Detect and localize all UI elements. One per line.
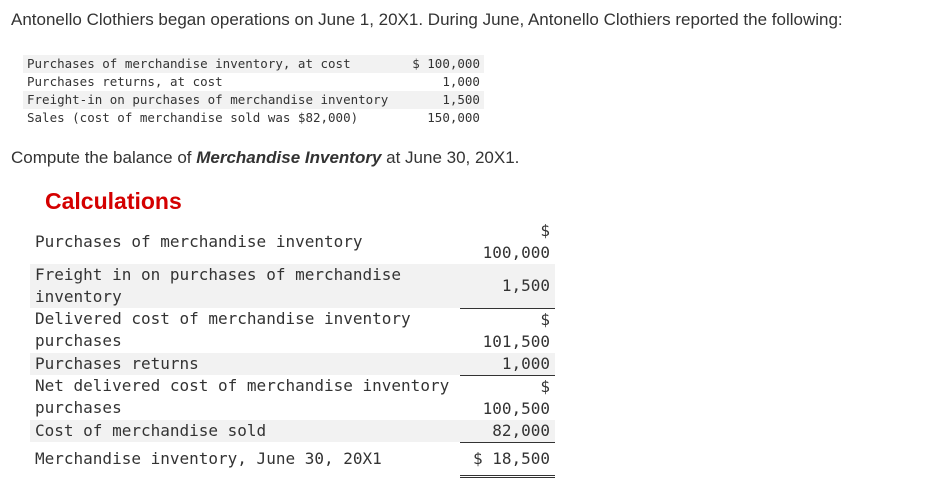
question-after: at June 30, 20X1. (381, 148, 520, 167)
given-label: Purchases of merchandise inventory, at c… (23, 55, 393, 73)
calc-amount: $ 18,500 (472, 448, 550, 468)
calc-row: Delivered cost of merchandise inventory … (30, 308, 555, 353)
calc-currency: $ (540, 221, 550, 240)
given-amount: 1,000 (442, 74, 480, 89)
calc-desc: Cost of merchandise sold (30, 419, 460, 442)
calc-amount: 1,000 (501, 353, 550, 373)
calc-amount: 1,500 (501, 275, 550, 295)
given-amount: 1,500 (392, 91, 484, 109)
calc-row: Cost of merchandise sold 82,000 (30, 419, 555, 443)
calc-value: $ 18,500 (460, 442, 555, 478)
given-label: Freight-in on purchases of merchandise i… (23, 91, 393, 109)
problem-intro: Antonello Clothiers began operations on … (11, 10, 843, 29)
calc-row: Net delivered cost of merchandise invent… (30, 375, 555, 420)
calculations-table: Purchases of merchandise inventory $ 100… (30, 220, 555, 478)
question-emphasis: Merchandise Inventory (196, 148, 382, 167)
calc-desc: Purchases of merchandise inventory (35, 232, 363, 251)
given-amount: $ 100,000 (392, 55, 484, 73)
calc-desc: Net delivered cost of merchandise invent… (35, 376, 450, 418)
calc-row: Merchandise inventory, June 30, 20X1 $ 1… (30, 442, 555, 478)
calc-row: Purchases of merchandise inventory $ 100… (30, 220, 555, 264)
calc-currency: $ (540, 309, 550, 329)
calc-row: Purchases returns 1,000 (30, 352, 555, 376)
calc-value: 82,000 (460, 419, 555, 443)
calc-amount: 100,000 (482, 243, 550, 262)
given-row: Sales (cost of merchandise sold was $82,… (23, 109, 484, 127)
given-label: Sales (cost of merchandise sold was $82,… (27, 110, 359, 125)
calc-amount: 100,500 (482, 398, 550, 418)
calculations-heading: Calculations (45, 188, 182, 214)
given-label: Purchases returns, at cost (27, 74, 223, 89)
calc-value: $ 100,000 (460, 220, 555, 264)
calc-value: 1,000 (460, 352, 555, 376)
given-row: Freight-in on purchases of merchandise i… (23, 91, 484, 109)
calc-currency: $ (540, 376, 550, 396)
calc-value: 1,500 (460, 264, 555, 309)
question-text: Compute the balance of Merchandise Inven… (11, 148, 519, 168)
calc-row: Freight in on purchases of merchandise i… (30, 264, 555, 309)
calc-value: $ 100,500 (460, 375, 555, 420)
calc-desc: Purchases returns (30, 352, 460, 375)
given-row: Purchases returns, at cost 1,000 (23, 73, 484, 91)
given-amount: 150,000 (427, 110, 480, 125)
calc-value: $ 101,500 (460, 308, 555, 353)
calc-amount: 82,000 (492, 420, 550, 440)
calc-desc: Freight in on purchases of merchandise i… (30, 264, 460, 308)
calc-desc: Delivered cost of merchandise inventory … (35, 309, 411, 351)
given-row: Purchases of merchandise inventory, at c… (23, 55, 484, 73)
calc-desc: Merchandise inventory, June 30, 20X1 (35, 449, 382, 468)
calc-amount: 101,500 (482, 331, 550, 351)
question-before: Compute the balance of (11, 148, 197, 167)
given-data-table: Purchases of merchandise inventory, at c… (23, 55, 484, 127)
